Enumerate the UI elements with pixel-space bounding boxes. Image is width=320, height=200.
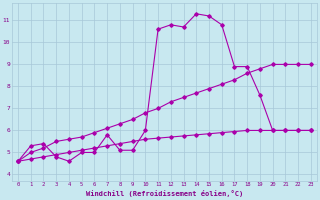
X-axis label: Windchill (Refroidissement éolien,°C): Windchill (Refroidissement éolien,°C) — [86, 190, 243, 197]
